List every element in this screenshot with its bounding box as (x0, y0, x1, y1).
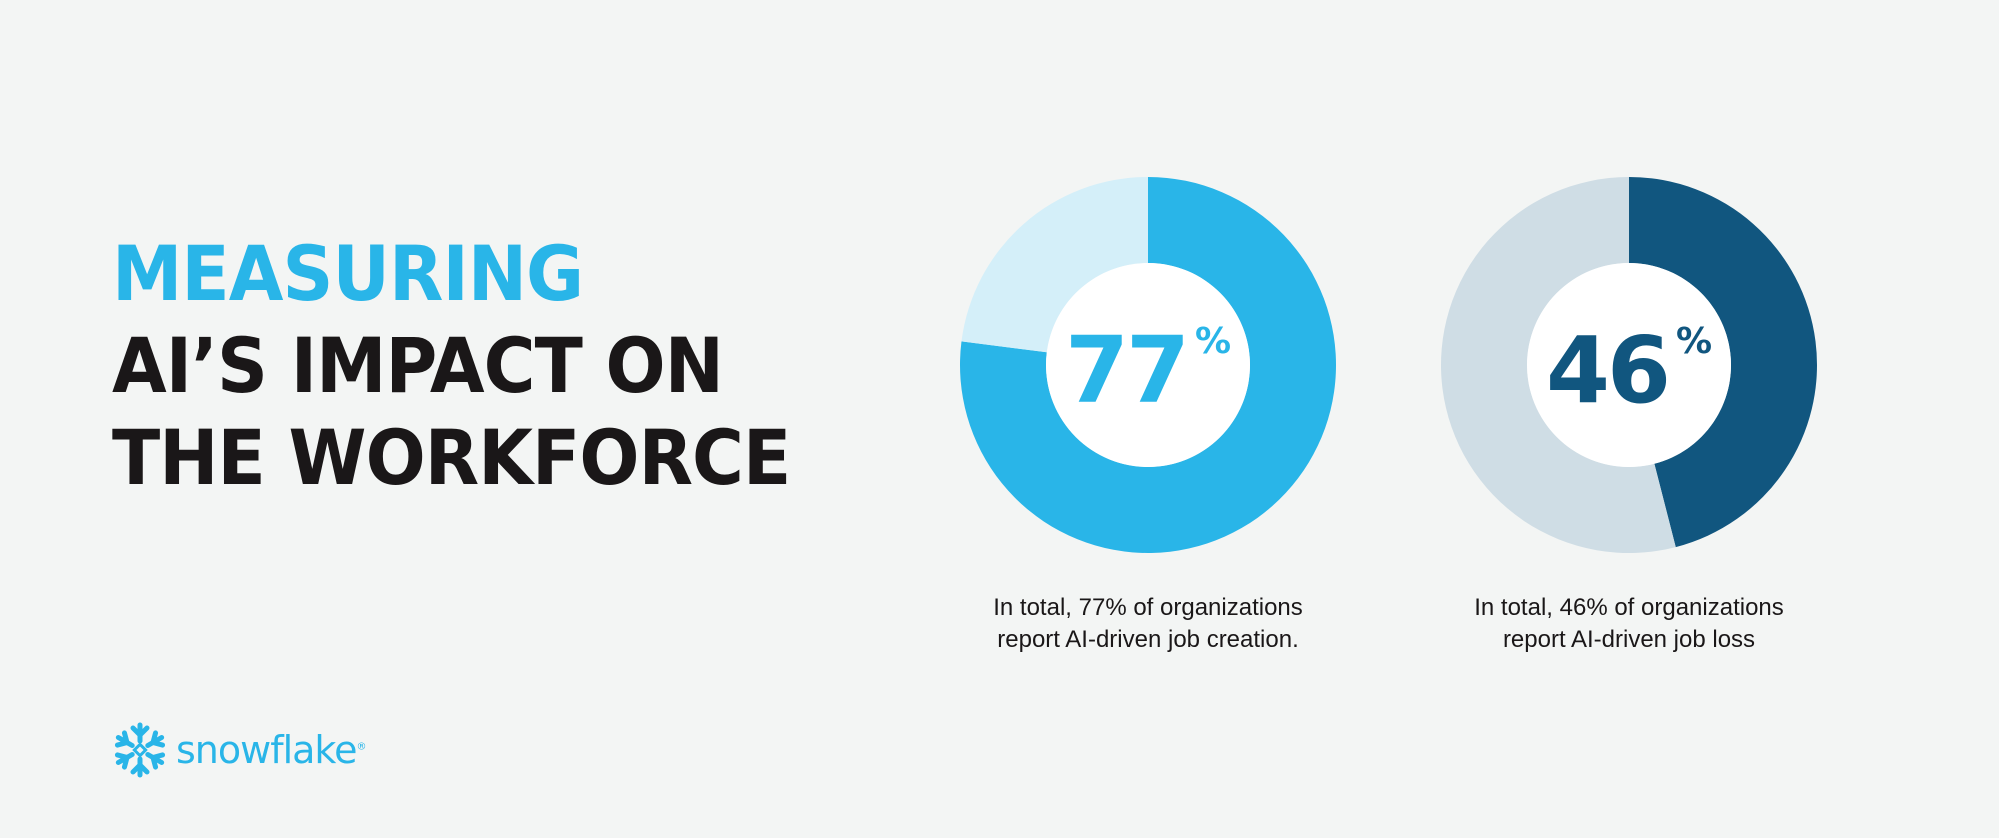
donut-slice-remainder (1440, 177, 1676, 553)
snowflake-logo: snowflake® (112, 722, 366, 778)
headline: MEASURING AI’S IMPACT ON THE WORKFORCE (112, 228, 791, 504)
donut-hole (1527, 263, 1731, 467)
logo-wordmark: snowflake® (176, 728, 366, 772)
donut-center-unit: % (1195, 321, 1231, 362)
donut-center-value: 77 (1065, 317, 1187, 424)
headline-line-3: THE WORKFORCE (112, 413, 791, 502)
donut-slice-value (960, 177, 1336, 553)
caption-line: report AI-driven job loss (1502, 626, 1756, 653)
headline-line-2: AI’S IMPACT ON (112, 321, 724, 410)
logo-text: snowflake (176, 728, 357, 772)
donut-slice-value (1629, 177, 1817, 548)
donut-chart-job-creation: 77% (960, 177, 1336, 553)
caption-line: report AI-driven job creation. (997, 626, 1299, 653)
donut-hole (1046, 263, 1250, 467)
caption-job-loss: In total, 46% of organizations report AI… (1409, 592, 1849, 656)
donut-slice-remainder (961, 177, 1148, 353)
caption-job-creation: In total, 77% of organizations report AI… (928, 592, 1368, 656)
headline-line-1: MEASURING (112, 229, 584, 318)
donut-center-unit: % (1676, 321, 1712, 362)
registered-mark: ® (356, 741, 366, 753)
donut-chart-job-loss: 46% (1440, 177, 1817, 553)
caption-line: In total, 77% of organizations (993, 594, 1303, 621)
caption-line: In total, 46% of organizations (1474, 594, 1784, 621)
snowflake-icon (112, 722, 168, 778)
donut-center-value: 46 (1546, 317, 1668, 424)
